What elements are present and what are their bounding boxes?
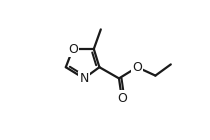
Text: O: O xyxy=(117,92,127,104)
Text: N: N xyxy=(79,72,89,85)
Text: O: O xyxy=(68,43,78,55)
Text: O: O xyxy=(132,61,142,74)
